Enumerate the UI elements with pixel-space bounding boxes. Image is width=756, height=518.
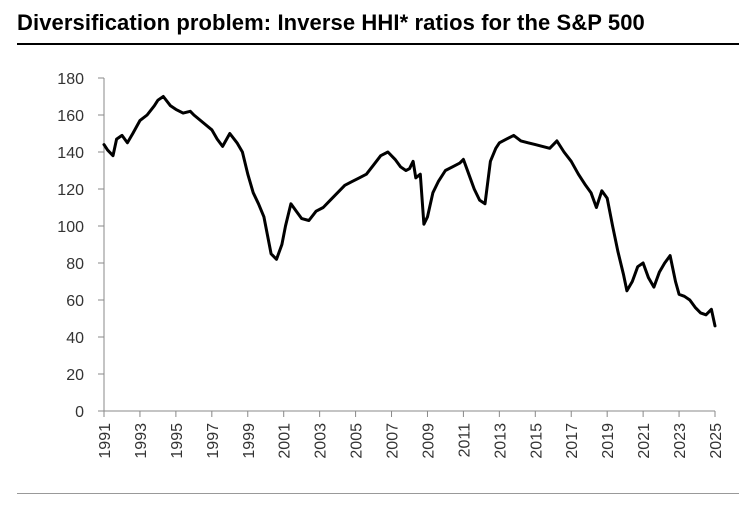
x-tick-label: 1991 — [97, 423, 114, 459]
x-tick-label: 2001 — [277, 423, 294, 459]
y-tick-label: 180 — [57, 71, 84, 88]
x-tick-label: 1999 — [241, 423, 258, 459]
x-tick-label: 2011 — [456, 423, 473, 458]
y-axis: 0 20 40 60 80 100 120 140 160 180 — [57, 71, 105, 421]
title-underline — [17, 43, 739, 45]
y-tick-label: 160 — [57, 108, 84, 125]
x-tick-label: 2021 — [636, 423, 653, 459]
x-tick-label: 2005 — [349, 423, 366, 459]
x-tick-label: 2009 — [420, 423, 437, 459]
y-tick-label: 60 — [66, 293, 84, 310]
x-tick-label: 2003 — [313, 423, 330, 459]
x-tick-label: 2017 — [564, 423, 581, 459]
y-tick-label: 140 — [57, 145, 84, 162]
x-tick-label: 2013 — [492, 423, 509, 459]
x-tick-label: 1997 — [205, 423, 222, 459]
x-tick-label: 2007 — [385, 423, 402, 459]
series-layer — [102, 95, 717, 328]
series-line — [102, 95, 717, 328]
y-tick-label: 100 — [57, 219, 84, 236]
x-tick-label: 2019 — [600, 423, 617, 459]
chart-title: Diversification problem: Inverse HHI* ra… — [17, 10, 645, 35]
bottom-rule — [17, 493, 739, 494]
y-tick-label: 40 — [66, 330, 84, 347]
y-tick-label: 20 — [66, 367, 84, 384]
x-tick-label: 2015 — [528, 423, 545, 459]
y-tick-label: 80 — [66, 256, 84, 273]
x-tick-label: 2023 — [672, 423, 689, 459]
y-tick-label: 120 — [57, 182, 84, 199]
x-axis: 1991 1993 1995 1997 1999 2001 2003 2005 2007 2009… — [97, 410, 725, 459]
x-tick-label: 1995 — [169, 423, 186, 459]
x-tick-label: 1993 — [133, 423, 150, 459]
y-tick-label: 0 — [75, 404, 84, 421]
x-tick-label: 2025 — [708, 423, 725, 459]
